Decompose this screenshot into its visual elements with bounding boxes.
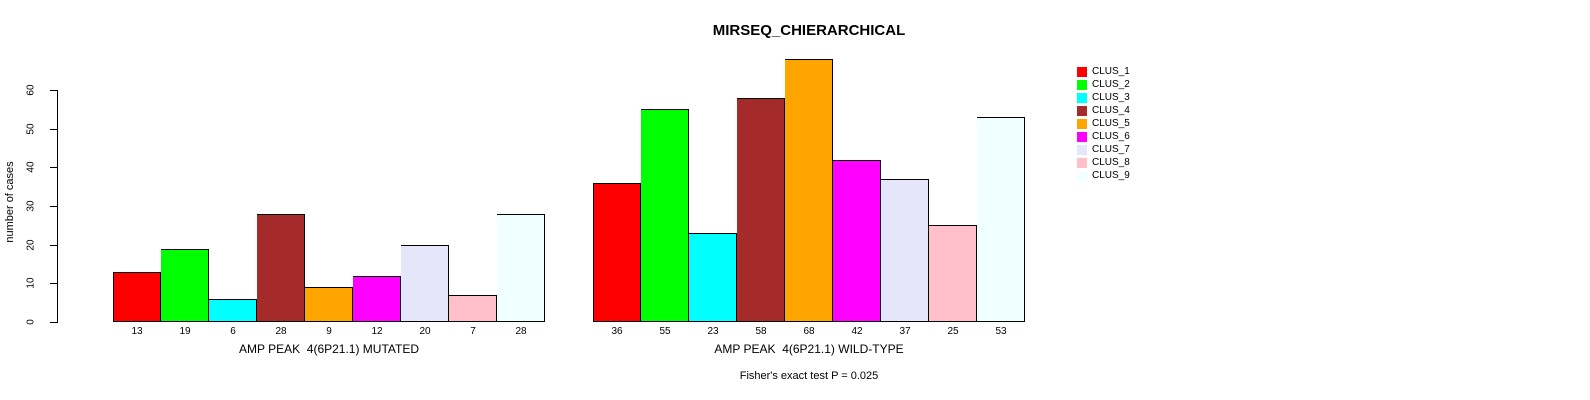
group-label-1: AMP PEAK 4(6P21.1) MUTATED: [238, 342, 420, 356]
bar-clus_6-group1: [353, 275, 401, 322]
bar-value-label: 13: [131, 326, 143, 337]
bar-clus_9-group2: [977, 117, 1025, 322]
group-label-2: AMP PEAK 4(6P21.1) WILD-TYPE: [714, 342, 904, 356]
bar-clus_7-group1: [401, 244, 449, 322]
legend-label-clus_2: CLUS_2: [1092, 79, 1130, 90]
fisher-test-caption: Fisher's exact test P = 0.025: [739, 370, 879, 382]
bar-value-label: 28: [275, 326, 287, 337]
legend-row-clus_2: CLUS_2: [1077, 78, 1130, 91]
y-tick-label: 60: [25, 84, 37, 96]
bar-value-label: 23: [707, 326, 719, 337]
y-tick: [50, 283, 57, 285]
legend-swatch-clus_7: [1077, 144, 1087, 155]
bar-value-label: 55: [659, 326, 671, 337]
y-tick: [50, 89, 57, 91]
bar-clus_9-group1: [497, 213, 545, 322]
y-tick-label: 40: [25, 161, 37, 173]
legend-row-clus_3: CLUS_3: [1077, 91, 1130, 104]
legend-label-clus_8: CLUS_8: [1092, 157, 1130, 168]
legend-label-clus_6: CLUS_6: [1092, 131, 1130, 142]
legend-row-clus_6: CLUS_6: [1077, 130, 1130, 143]
bar-value-label: 53: [995, 326, 1007, 337]
legend-label-clus_7: CLUS_7: [1092, 144, 1130, 155]
bar-value-label: 6: [230, 326, 236, 337]
bar-clus_3-group1: [209, 298, 257, 322]
bar-value-label: 7: [470, 326, 476, 337]
bar-clus_1-group2: [593, 182, 641, 322]
bar-value-label: 12: [371, 326, 383, 337]
y-tick-label: 20: [25, 239, 37, 251]
legend-label-clus_1: CLUS_1: [1092, 66, 1130, 77]
bar-clus_2-group1: [161, 248, 209, 322]
bar-clus_5-group1: [305, 287, 353, 322]
y-tick-label: 10: [25, 277, 37, 289]
y-tick: [50, 205, 57, 207]
bar-value-label: 58: [755, 326, 767, 337]
bar-value-label: 9: [326, 326, 332, 337]
bar-value-label: 36: [611, 326, 623, 337]
y-tick: [50, 244, 57, 246]
bar-clus_3-group2: [689, 233, 737, 322]
y-axis-label: number of cases: [4, 161, 16, 243]
legend-label-clus_4: CLUS_4: [1092, 105, 1130, 116]
legend-swatch-clus_4: [1077, 105, 1087, 116]
chart-title: MIRSEQ_CHIERARCHICAL: [712, 22, 906, 39]
bar-clus_8-group1: [449, 294, 497, 322]
y-tick: [50, 322, 57, 323]
legend-swatch-clus_9: [1077, 170, 1087, 181]
y-axis-line: [57, 89, 58, 323]
bar-value-label: 19: [179, 326, 191, 337]
bar-value-label: 42: [851, 326, 863, 337]
bar-clus_6-group2: [833, 159, 881, 322]
y-tick-label: 0: [25, 319, 37, 325]
bar-value-label: 20: [419, 326, 431, 337]
legend-label-clus_5: CLUS_5: [1092, 118, 1130, 129]
legend-swatch-clus_5: [1077, 118, 1087, 129]
legend-swatch-clus_3: [1077, 92, 1087, 103]
y-tick: [50, 128, 57, 130]
bar-value-label: 68: [803, 326, 815, 337]
bar-value-label: 25: [947, 326, 959, 337]
y-tick: [50, 167, 57, 169]
legend-swatch-clus_6: [1077, 131, 1087, 142]
legend-row-clus_9: CLUS_9: [1077, 169, 1130, 182]
legend-row-clus_5: CLUS_5: [1077, 117, 1130, 130]
y-tick-label: 50: [25, 123, 37, 135]
legend-row-clus_7: CLUS_7: [1077, 143, 1130, 156]
legend-row-clus_4: CLUS_4: [1077, 104, 1130, 117]
bar-clus_7-group2: [881, 178, 929, 322]
bar-clus_2-group2: [641, 109, 689, 322]
legend-row-clus_8: CLUS_8: [1077, 156, 1130, 169]
legend-swatch-clus_8: [1077, 157, 1087, 168]
legend-label-clus_9: CLUS_9: [1092, 170, 1130, 181]
bar-clus_4-group1: [257, 213, 305, 322]
bar-clus_8-group2: [929, 225, 977, 322]
bar-value-label: 37: [899, 326, 911, 337]
y-tick-label: 30: [25, 200, 37, 212]
legend-row-clus_1: CLUS_1: [1077, 65, 1130, 78]
bar-value-label: 28: [515, 326, 527, 337]
bar-clus_1-group1: [113, 271, 161, 322]
legend-swatch-clus_2: [1077, 79, 1087, 90]
bar-clus_5-group2: [785, 59, 833, 322]
legend-swatch-clus_1: [1077, 66, 1087, 77]
bar-clus_4-group2: [737, 97, 785, 322]
legend-label-clus_3: CLUS_3: [1092, 92, 1130, 103]
